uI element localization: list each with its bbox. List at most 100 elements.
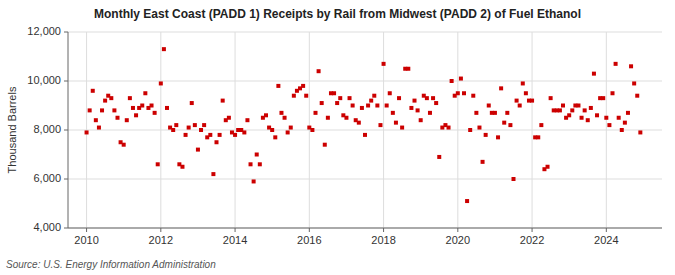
point xyxy=(530,99,534,103)
point xyxy=(125,118,129,122)
point xyxy=(165,106,169,110)
point xyxy=(493,111,497,115)
point xyxy=(388,91,392,95)
point xyxy=(595,113,599,117)
point xyxy=(629,64,633,68)
point xyxy=(326,116,330,120)
point xyxy=(450,79,454,83)
point xyxy=(635,94,639,98)
point xyxy=(279,111,283,115)
point xyxy=(245,118,249,122)
point xyxy=(233,133,237,137)
point xyxy=(539,123,543,127)
point xyxy=(97,126,101,130)
point xyxy=(431,96,435,100)
point xyxy=(561,104,565,108)
point xyxy=(143,91,147,95)
grid-line-x xyxy=(309,32,310,228)
point xyxy=(218,133,222,137)
point xyxy=(378,123,382,127)
point xyxy=(184,133,188,137)
x-tick xyxy=(309,228,310,232)
point xyxy=(391,111,395,115)
x-axis: 20102012201420162018202020222024 xyxy=(74,228,618,246)
x-tick-label: 2024 xyxy=(594,234,618,246)
point xyxy=(394,121,398,125)
point xyxy=(382,62,386,66)
grid xyxy=(68,32,662,228)
point xyxy=(626,111,630,115)
point xyxy=(611,91,615,95)
point xyxy=(190,101,194,105)
point xyxy=(196,148,200,152)
point xyxy=(344,116,348,120)
y-axis-label: Thousand Barrels xyxy=(6,86,18,173)
y-tick xyxy=(64,228,68,229)
y-tick-label: 4,000 xyxy=(33,221,61,233)
point xyxy=(518,104,522,108)
point xyxy=(580,116,584,120)
point xyxy=(366,104,370,108)
point xyxy=(465,199,469,203)
x-tick-label: 2012 xyxy=(149,234,173,246)
point xyxy=(103,99,107,103)
y-tick xyxy=(64,81,68,82)
point xyxy=(286,130,290,134)
point xyxy=(397,96,401,100)
y-tick-label: 6,000 xyxy=(33,172,61,184)
point xyxy=(434,101,438,105)
point xyxy=(94,118,98,122)
point xyxy=(499,86,503,90)
point xyxy=(317,69,321,73)
point xyxy=(249,162,253,166)
point xyxy=(428,111,432,115)
point xyxy=(459,77,463,81)
point xyxy=(512,177,516,181)
point xyxy=(586,118,590,122)
point xyxy=(487,104,491,108)
point xyxy=(468,128,472,132)
y-tick xyxy=(64,179,68,180)
point xyxy=(508,123,512,127)
point xyxy=(134,113,138,117)
point xyxy=(570,108,574,112)
point xyxy=(273,135,277,139)
x-tick-label: 2014 xyxy=(223,234,247,246)
point xyxy=(638,130,642,134)
point xyxy=(255,153,259,157)
point xyxy=(153,111,157,115)
point xyxy=(171,128,175,132)
point xyxy=(202,123,206,127)
chart: 4,0006,0008,00010,00012,0002010201220142… xyxy=(0,0,675,275)
x-tick xyxy=(383,228,384,232)
point xyxy=(620,128,624,132)
point xyxy=(406,67,410,71)
point xyxy=(481,160,485,164)
grid-line-x xyxy=(383,32,384,228)
point xyxy=(227,116,231,120)
x-tick xyxy=(235,228,236,232)
point xyxy=(264,113,268,117)
point xyxy=(456,91,460,95)
grid-line-y xyxy=(68,228,662,229)
point xyxy=(289,126,293,130)
point xyxy=(211,172,215,176)
point xyxy=(180,165,184,169)
point xyxy=(521,81,525,85)
point xyxy=(150,104,154,108)
point xyxy=(614,62,618,66)
point xyxy=(589,106,593,110)
point xyxy=(515,99,519,103)
point xyxy=(131,106,135,110)
point xyxy=(409,106,413,110)
point xyxy=(357,121,361,125)
grid-line-x xyxy=(606,32,607,228)
point xyxy=(88,108,92,112)
point xyxy=(348,96,352,100)
point xyxy=(524,91,528,95)
x-tick xyxy=(606,228,607,232)
point xyxy=(372,94,376,98)
point xyxy=(242,130,246,134)
points xyxy=(85,47,643,203)
point xyxy=(583,108,587,112)
